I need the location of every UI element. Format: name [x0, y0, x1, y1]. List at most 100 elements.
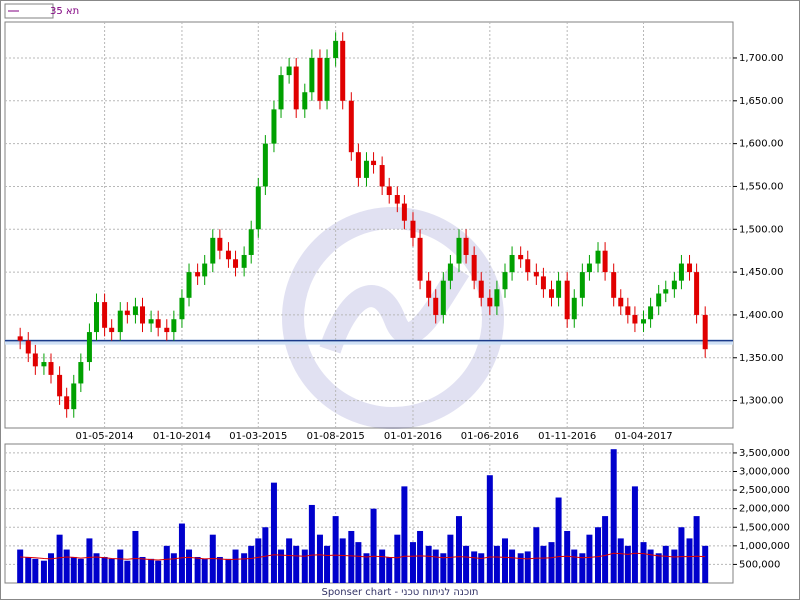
- volume-bar: [363, 553, 370, 583]
- y-tick-label: 1,400.00: [739, 310, 784, 321]
- volume-bar: [93, 553, 100, 583]
- volume-bar: [417, 530, 424, 583]
- chart-title: תא 35: [50, 6, 79, 17]
- volume-bar: [186, 549, 193, 583]
- volume-bar: [262, 527, 269, 583]
- candle-body: [155, 319, 161, 328]
- volume-bar: [155, 560, 162, 583]
- candle-body: [426, 280, 432, 298]
- candle-body: [286, 66, 292, 76]
- volume-bar: [517, 553, 524, 583]
- volume-bar: [293, 545, 300, 583]
- volume-bar: [379, 549, 386, 583]
- candle-body: [109, 327, 115, 333]
- volume-bar: [40, 560, 47, 583]
- volume-bar: [655, 553, 662, 583]
- candle-body: [124, 310, 130, 315]
- volume-bar: [555, 497, 562, 583]
- candle-body: [333, 40, 339, 58]
- candle-body: [217, 237, 223, 251]
- candle-body: [32, 353, 38, 367]
- candle-body: [394, 195, 400, 204]
- volume-bar: [101, 556, 108, 583]
- candle-body: [611, 272, 617, 298]
- volume-bar: [56, 534, 63, 583]
- volume-bar: [308, 504, 315, 583]
- volume-bar: [139, 556, 146, 583]
- y-tick-label: 1,600.00: [739, 139, 784, 150]
- candle-body: [186, 272, 192, 298]
- volume-bar: [671, 549, 678, 583]
- candle-body: [678, 263, 684, 281]
- candle-body: [656, 293, 662, 307]
- candle-body: [48, 362, 54, 375]
- volume-bar: [640, 542, 647, 583]
- volume-bar: [370, 508, 377, 583]
- volume-bar: [324, 545, 331, 583]
- candle-body: [309, 57, 315, 93]
- volume-bar: [70, 556, 77, 583]
- x-tick-label: 01-04-2017: [614, 431, 672, 442]
- volume-bar: [409, 542, 416, 583]
- volume-bar: [339, 538, 346, 583]
- volume-bar: [270, 482, 277, 583]
- candle-body: [579, 272, 585, 298]
- y2-tick-label: 1,000,000: [739, 541, 790, 552]
- y2-tick-label: 3,500,000: [739, 448, 790, 459]
- y2-tick-label: 500,000: [739, 559, 780, 570]
- volume-bar: [225, 558, 232, 583]
- volume-bar: [248, 545, 255, 583]
- x-tick-label: 01-11-2016: [538, 431, 596, 442]
- volume-bar: [702, 545, 709, 583]
- candle-body: [210, 237, 216, 264]
- candle-body: [487, 297, 493, 307]
- candle-body: [440, 280, 446, 315]
- volume-bar: [401, 486, 408, 583]
- volume-bar: [25, 556, 32, 583]
- volume-bar: [278, 549, 285, 583]
- volume-bar: [386, 556, 393, 583]
- volume-bar: [216, 556, 223, 583]
- volume-bar: [595, 527, 602, 583]
- volume-bar: [478, 553, 485, 583]
- footer: Sponser chart - תוכנה לניתוח טכני: [321, 587, 478, 598]
- candle-body: [687, 263, 693, 273]
- reference-band: [5, 339, 733, 345]
- candle-body: [540, 276, 546, 290]
- x-tick-label: 01-03-2015: [229, 431, 287, 442]
- candle-body: [471, 254, 477, 281]
- y-tick-label: 1,650.00: [739, 96, 784, 107]
- volume-bar: [602, 516, 609, 583]
- candle-body: [525, 259, 531, 273]
- candle-body: [564, 280, 570, 320]
- volume-bar: [355, 542, 362, 583]
- candle-body: [132, 306, 138, 315]
- candle-body: [271, 109, 277, 144]
- volume-bar: [394, 534, 401, 583]
- candle-body: [586, 263, 592, 273]
- volume-bar: [524, 551, 531, 583]
- candle-body: [355, 152, 361, 178]
- volume-bar: [255, 538, 262, 583]
- candle-body: [171, 319, 177, 333]
- volume-bar: [194, 556, 201, 583]
- volume-bar: [132, 530, 139, 583]
- y-tick-label: 1,450.00: [739, 267, 784, 278]
- volume-bar: [533, 527, 540, 583]
- candle-body: [533, 272, 539, 277]
- volume-bar: [678, 527, 685, 583]
- volume-bar: [86, 538, 93, 583]
- candle-body: [57, 374, 63, 397]
- volume-bar: [286, 538, 293, 583]
- candle-body: [509, 254, 515, 273]
- candle-body: [641, 319, 647, 324]
- legend-box: [4, 3, 54, 19]
- candle-body: [371, 160, 377, 166]
- candle-body: [64, 396, 70, 410]
- volume-bar: [471, 551, 478, 583]
- candle-body: [225, 250, 231, 260]
- candle-body: [478, 280, 484, 298]
- volume-bar: [232, 549, 239, 583]
- candle-body: [671, 280, 677, 290]
- candle-body: [164, 327, 170, 333]
